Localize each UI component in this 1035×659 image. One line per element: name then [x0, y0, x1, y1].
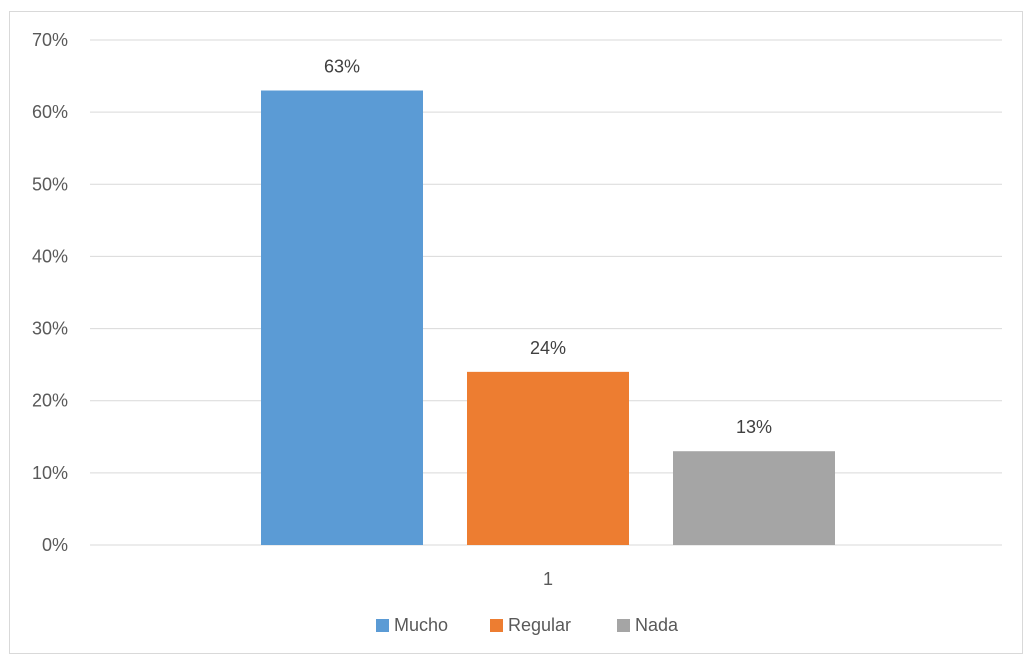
chart-frame	[9, 11, 1023, 654]
legend-swatch-regular	[490, 619, 503, 632]
bar-regular	[467, 371, 629, 545]
legend-swatch-mucho	[376, 619, 389, 632]
x-tick-label: 1	[543, 569, 553, 589]
legend-swatch-nada	[617, 619, 630, 632]
legend-label-regular: Regular	[508, 615, 571, 635]
bar-nada	[673, 451, 835, 545]
legend-label-nada: Nada	[635, 615, 679, 635]
y-tick-label: 20%	[32, 391, 68, 411]
bar-mucho	[261, 90, 423, 545]
y-tick-label: 40%	[32, 246, 68, 266]
y-tick-label: 70%	[32, 30, 68, 50]
y-tick-label: 50%	[32, 174, 68, 194]
y-tick-label: 30%	[32, 319, 68, 339]
y-tick-label: 10%	[32, 463, 68, 483]
data-label-nada: 13%	[736, 417, 772, 437]
data-label-mucho: 63%	[324, 57, 360, 77]
data-label-regular: 24%	[530, 338, 566, 358]
y-tick-label: 0%	[42, 535, 68, 555]
y-tick-label: 60%	[32, 102, 68, 122]
legend-label-mucho: Mucho	[394, 615, 448, 635]
